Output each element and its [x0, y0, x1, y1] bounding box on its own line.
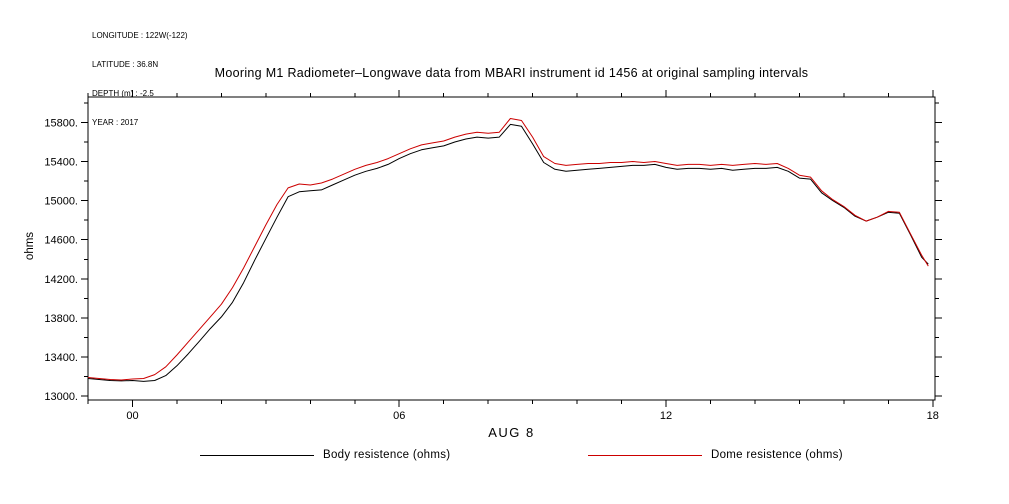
legend-line-body — [200, 454, 314, 456]
meta-longitude: LONGITUDE : 122W(-122) — [92, 31, 188, 41]
x-tick-label: 00 — [126, 410, 138, 422]
legend-line-dome — [588, 454, 702, 456]
y-tick-label: 15000. — [44, 196, 78, 208]
y-tick-label: 14600. — [44, 235, 78, 247]
meta-latitude: LATITUDE : 36.8N — [92, 59, 159, 69]
y-tick-label: 13800. — [44, 313, 78, 325]
legend-label-body: Body resistence (ohms) — [323, 449, 451, 461]
chart-title: Mooring M1 Radiometer–Longwave data from… — [214, 66, 809, 80]
meta-year: YEAR : 2017 — [92, 117, 139, 127]
series-line-dome — [87, 118, 929, 381]
y-tick-label: 14200. — [44, 274, 78, 286]
y-tick-label: 13400. — [44, 352, 78, 364]
plot-frame — [87, 96, 936, 401]
x-axis-label: AUG 8 — [488, 425, 535, 440]
y-tick-label: 13000. — [44, 391, 78, 403]
x-tick-label: 06 — [393, 410, 405, 422]
y-tick-label: 15400. — [44, 157, 78, 169]
y-tick-label: 15800. — [44, 117, 78, 129]
legend-item-dome: Dome resistence (ohms) — [588, 447, 843, 463]
legend-item-body: Body resistence (ohms) — [200, 447, 450, 463]
meta-depth: DEPTH (m) : -2.5 — [92, 88, 154, 98]
legend-label-dome: Dome resistence (ohms) — [711, 449, 843, 461]
x-tick-label: 18 — [927, 410, 939, 422]
x-tick-label: 12 — [660, 410, 672, 422]
series-line-body — [87, 123, 929, 382]
header-metadata: LONGITUDE : 122W(-122) LATITUDE : 36.8N … — [92, 12, 188, 146]
